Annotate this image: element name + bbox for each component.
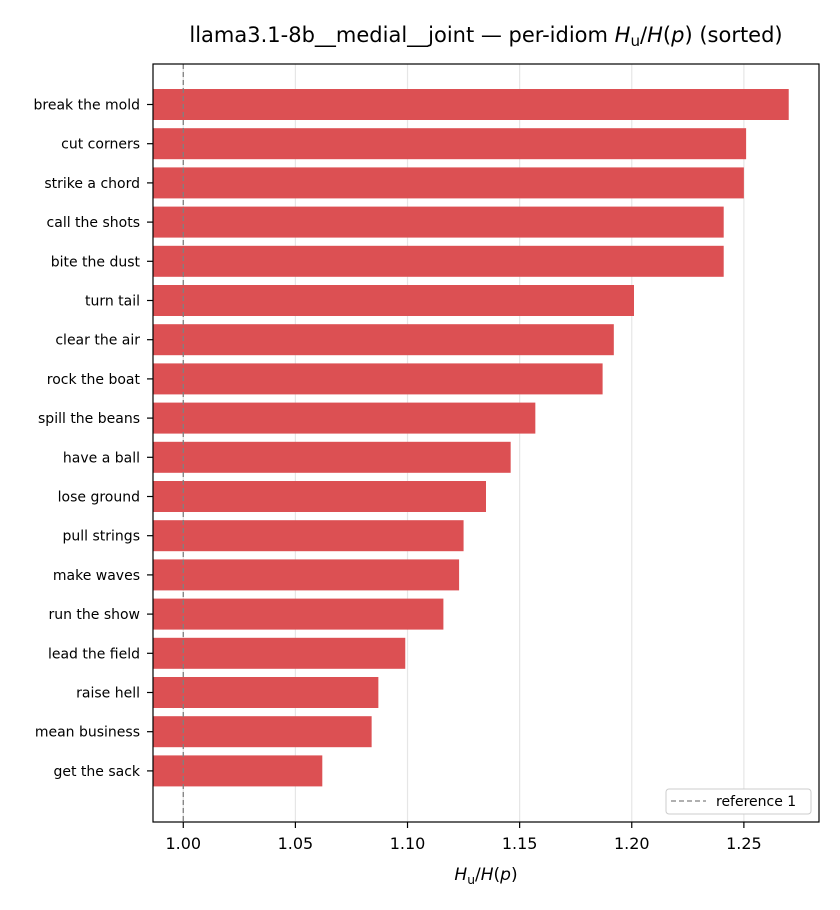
y-tick-label: rock the boat [47,372,141,388]
bar [153,206,724,238]
bars [153,89,789,787]
bar [153,716,372,748]
y-tick-label: bite the dust [51,254,141,270]
bar [153,245,724,277]
x-tick-label: 1.15 [502,834,538,853]
x-axis-label: Hu/H(p) [454,865,517,887]
y-tick-label: cut corners [61,137,140,153]
bar [153,520,464,552]
bar [153,89,789,120]
x-tick-label: 1.10 [390,834,426,853]
y-tick-label: strike a chord [44,176,140,192]
x-tick-label: 1.25 [726,834,762,853]
legend-box [665,788,812,815]
bar [153,677,379,708]
y-tick-label: turn tail [85,294,140,310]
x-tick-label: 1.05 [278,834,314,853]
bar [153,441,511,473]
x-tick-label: 1.00 [165,834,201,853]
bar [153,559,460,591]
y-tick-label: pull strings [63,529,140,545]
y-tick-label: call the shots [47,215,140,231]
y-tick-label: spill the beans [38,411,140,427]
y-tick-label: lead the field [48,646,140,662]
y-tick-label: clear the air [55,333,140,349]
y-tick-label: get the sack [53,764,140,780]
legend: reference 1 [665,788,812,815]
y-tick-label: break the mold [34,98,141,114]
y-tick-label: mean business [35,725,140,741]
y-tick-label: raise hell [76,686,140,702]
bar [153,637,406,669]
y-axis: break the mold cut corners strike a chord c… [34,98,153,780]
bar [153,128,747,160]
bar [153,481,486,512]
x-tick-label: 1.20 [614,834,650,853]
bar [153,402,536,434]
legend-label: reference 1 [716,794,796,810]
y-tick-label: have a ball [63,450,140,466]
bar [153,755,323,787]
y-tick-label: lose ground [58,490,140,506]
x-axis: 1.00 1.05 1.10 1.15 1.20 1.25 [165,822,762,853]
chart-title: llama3.1-8b__medial__joint — per-idiom H… [189,23,782,50]
bar [153,324,614,356]
bar [153,167,744,199]
bar [153,285,634,316]
plot-frame [152,63,820,823]
bar [153,363,603,395]
y-tick-label: run the show [48,607,140,623]
bar [153,598,444,630]
y-tick-label: make waves [53,568,140,584]
